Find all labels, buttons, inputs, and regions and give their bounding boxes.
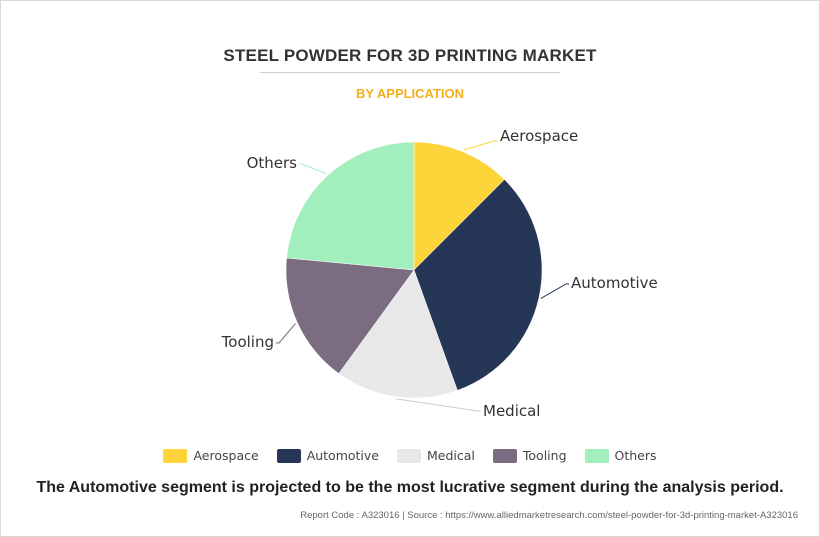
pie-slice-automotive [413,179,543,391]
chart-caption: The Automotive segment is projected to b… [36,479,784,496]
leader-line-aerospace [463,140,498,151]
legend-swatch [492,448,517,463]
legend-label: Tooling [522,448,567,463]
legend-swatch [276,448,301,463]
title-divider [260,72,560,73]
chart-title: STEEL POWDER FOR 3D PRINTING MARKET [223,46,597,65]
legend-label: Medical [427,448,475,463]
pie-slice-aerospace [413,141,505,271]
chart-subtitle: BY APPLICATION [355,86,465,101]
legend-item-aerospace: Aerospace [163,448,259,463]
slice-label-tooling: Tooling [221,333,274,351]
legend-label: Aerospace [193,448,259,463]
legend-swatch [163,448,188,463]
leader-line-tooling [276,323,296,344]
pie-slice-others [286,141,415,271]
slice-label-medical: Medical [483,402,540,420]
slice-label-others: Others [247,154,298,172]
legend-item-automotive: Automotive [276,448,379,463]
leader-line-automotive [540,283,569,299]
legend-item-others: Others [584,448,657,463]
legend-item-medical: Medical [397,448,475,463]
pie-labels: Aerospace Automotive Medical Tooling Others [221,127,658,420]
pie-slice-medical [338,269,458,399]
legend-label: Others [614,448,657,463]
legend-swatch [584,448,609,463]
pie-slice-tooling [285,257,415,374]
pie-slices [285,141,543,399]
slice-label-automotive: Automotive [571,274,658,292]
chart-legend: Aerospace Automotive Medical Tooling Others [0,448,820,463]
legend-item-tooling: Tooling [492,448,567,463]
leader-line-others [299,163,327,175]
slice-label-aerospace: Aerospace [500,127,578,145]
legend-label: Automotive [306,448,379,463]
source-note: Report Code : A323016 | Source : https:/… [300,510,798,521]
leader-line-medical [395,398,481,412]
legend-swatch [397,448,421,463]
